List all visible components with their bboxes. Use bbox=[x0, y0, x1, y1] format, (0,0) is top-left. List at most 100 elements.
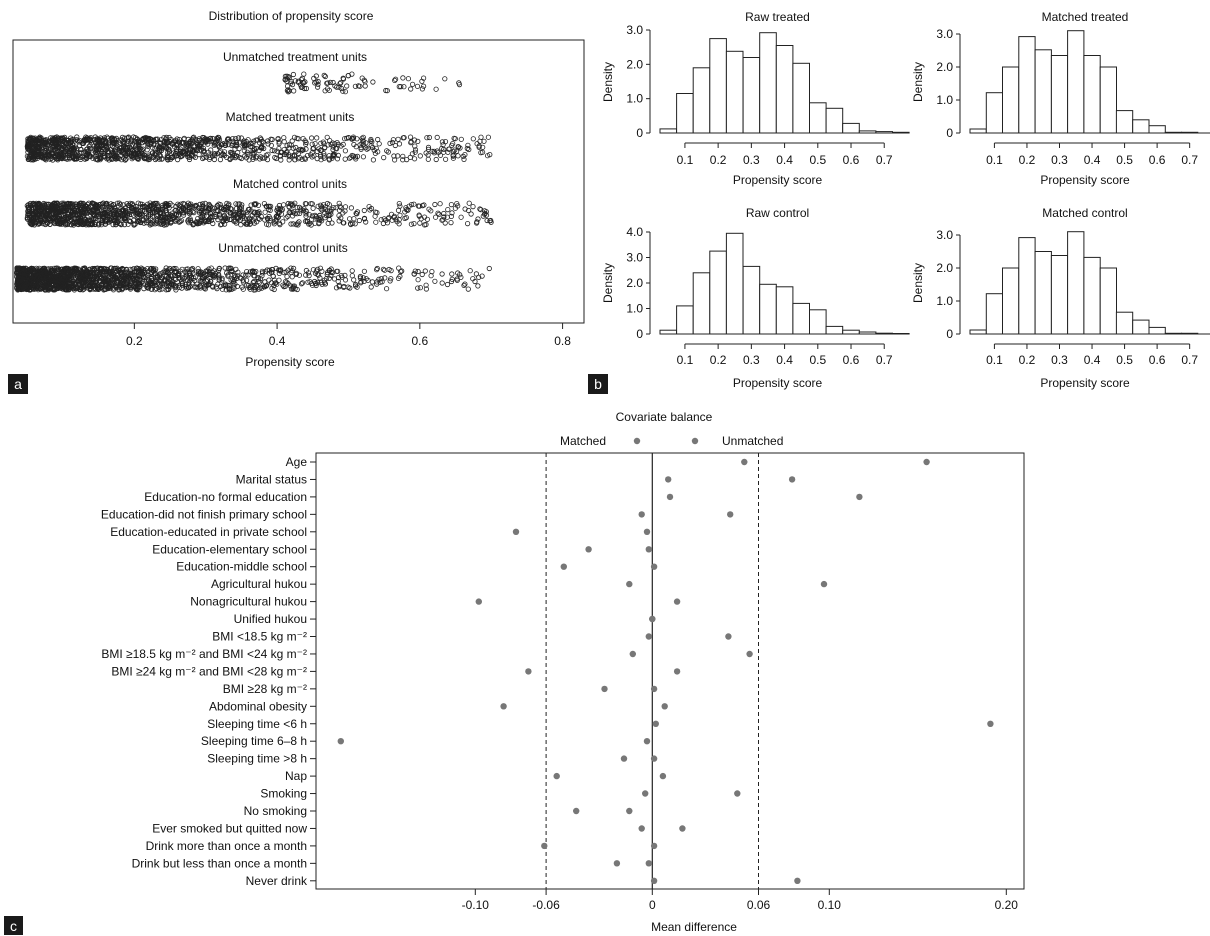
data-point bbox=[165, 270, 171, 276]
data-point bbox=[62, 221, 69, 227]
data-point bbox=[153, 217, 159, 223]
unmatched-point bbox=[585, 546, 592, 553]
data-point bbox=[125, 284, 131, 290]
data-point bbox=[128, 138, 134, 144]
histogram-title: Matched treated bbox=[1042, 10, 1129, 24]
data-point bbox=[419, 86, 425, 92]
data-point bbox=[53, 279, 60, 285]
data-point bbox=[29, 145, 35, 151]
covariate-row: Abdominal obesity bbox=[209, 699, 668, 713]
covariate-balance-panel: Covariate balance Matched Unmatched AgeM… bbox=[4, 410, 1025, 935]
panel-c-letter: c bbox=[10, 918, 17, 934]
covariate-row: Education-middle school bbox=[176, 560, 658, 574]
data-point bbox=[147, 136, 153, 142]
legend-unmatched-label: Unmatched bbox=[722, 434, 783, 448]
data-point bbox=[116, 145, 123, 151]
data-point bbox=[300, 136, 306, 142]
histogram-bar bbox=[775, 45, 794, 134]
data-point bbox=[484, 153, 491, 159]
data-point bbox=[48, 135, 54, 141]
data-point bbox=[162, 269, 169, 275]
unmatched-point bbox=[649, 615, 656, 623]
data-point bbox=[450, 152, 456, 158]
unmatched-point bbox=[613, 860, 621, 867]
data-point bbox=[378, 275, 384, 282]
data-point bbox=[81, 137, 87, 144]
data-point bbox=[72, 281, 78, 287]
data-point bbox=[449, 271, 455, 277]
data-point bbox=[359, 135, 365, 141]
data-point bbox=[183, 284, 189, 290]
data-point bbox=[390, 137, 396, 143]
data-point bbox=[190, 268, 196, 274]
covariate-label: Marital status bbox=[236, 472, 307, 486]
data-point bbox=[243, 221, 249, 227]
x-tick-label: 0.4 bbox=[1084, 353, 1101, 367]
data-point bbox=[107, 273, 113, 279]
data-point bbox=[450, 155, 456, 161]
data-point bbox=[39, 155, 46, 161]
data-point bbox=[295, 222, 301, 228]
data-point bbox=[81, 277, 87, 283]
data-point bbox=[272, 218, 278, 224]
unmatched-point bbox=[856, 493, 863, 501]
data-point bbox=[465, 207, 472, 214]
data-point bbox=[310, 146, 316, 152]
data-point bbox=[342, 156, 348, 162]
x-tick-label: 0.2 bbox=[1019, 153, 1036, 167]
x-tick-label: 0.10 bbox=[818, 898, 842, 912]
data-point bbox=[70, 136, 76, 142]
data-point bbox=[344, 83, 350, 89]
x-tick-label: 0.1 bbox=[677, 353, 694, 367]
data-point bbox=[358, 280, 364, 286]
data-point bbox=[152, 152, 158, 158]
data-point bbox=[398, 84, 404, 90]
data-point bbox=[384, 88, 390, 94]
data-point bbox=[87, 145, 93, 151]
data-point bbox=[49, 282, 55, 289]
data-point bbox=[78, 211, 84, 217]
data-point bbox=[119, 287, 125, 293]
data-point bbox=[380, 266, 386, 272]
histogram-bar bbox=[1034, 49, 1052, 134]
data-point bbox=[292, 157, 298, 163]
data-point bbox=[197, 220, 203, 226]
data-point bbox=[116, 203, 122, 209]
data-point bbox=[485, 134, 491, 140]
data-point bbox=[152, 146, 158, 152]
data-point bbox=[32, 201, 38, 207]
data-point bbox=[155, 273, 161, 279]
data-point bbox=[235, 269, 241, 275]
data-point bbox=[322, 204, 328, 210]
data-point bbox=[338, 85, 345, 92]
histogram-bar bbox=[1099, 267, 1117, 335]
histogram-bar bbox=[676, 93, 694, 134]
data-point bbox=[313, 268, 319, 274]
data-point bbox=[411, 137, 418, 143]
data-point bbox=[41, 265, 47, 271]
data-point bbox=[126, 273, 132, 279]
y-tick-label: 3.0 bbox=[626, 23, 643, 37]
data-point bbox=[193, 147, 199, 153]
data-point bbox=[419, 78, 425, 84]
data-point bbox=[65, 215, 71, 221]
data-point bbox=[39, 210, 45, 216]
histogram-bar bbox=[792, 62, 811, 134]
data-point bbox=[322, 73, 328, 80]
data-point bbox=[303, 272, 309, 278]
matched-point bbox=[650, 563, 658, 570]
data-point bbox=[151, 279, 157, 286]
covariate-label: Drink more than once a month bbox=[146, 839, 307, 853]
y-tick-label: 2.0 bbox=[626, 276, 643, 290]
data-point bbox=[397, 273, 403, 279]
matched-point bbox=[643, 528, 651, 535]
data-point bbox=[174, 148, 180, 155]
data-point bbox=[455, 270, 461, 276]
data-point bbox=[235, 135, 242, 141]
data-point bbox=[241, 139, 247, 146]
data-point bbox=[370, 79, 376, 85]
data-point bbox=[349, 273, 355, 279]
data-point bbox=[167, 139, 173, 145]
data-point bbox=[51, 265, 57, 271]
data-point bbox=[306, 221, 312, 227]
